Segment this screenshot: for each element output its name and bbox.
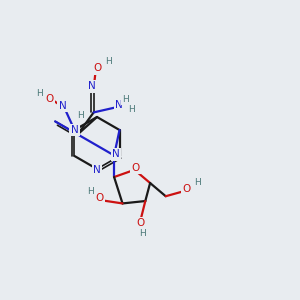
Text: O: O <box>94 63 102 74</box>
Text: N: N <box>70 125 78 135</box>
Text: H: H <box>194 178 201 187</box>
Text: O: O <box>45 94 54 104</box>
Text: O: O <box>95 194 104 203</box>
Text: H: H <box>139 229 146 238</box>
Text: N: N <box>115 100 123 110</box>
Text: O: O <box>136 218 144 228</box>
Text: O: O <box>131 163 140 173</box>
Text: N: N <box>93 165 101 175</box>
Text: H: H <box>122 95 129 104</box>
Text: H: H <box>87 187 94 196</box>
Text: H: H <box>36 88 43 98</box>
Text: H: H <box>77 112 84 121</box>
Text: N: N <box>112 149 120 159</box>
Text: N: N <box>58 101 66 111</box>
Text: N: N <box>88 81 96 92</box>
Text: H: H <box>105 57 112 66</box>
Text: O: O <box>183 184 191 194</box>
Text: H: H <box>128 105 135 114</box>
